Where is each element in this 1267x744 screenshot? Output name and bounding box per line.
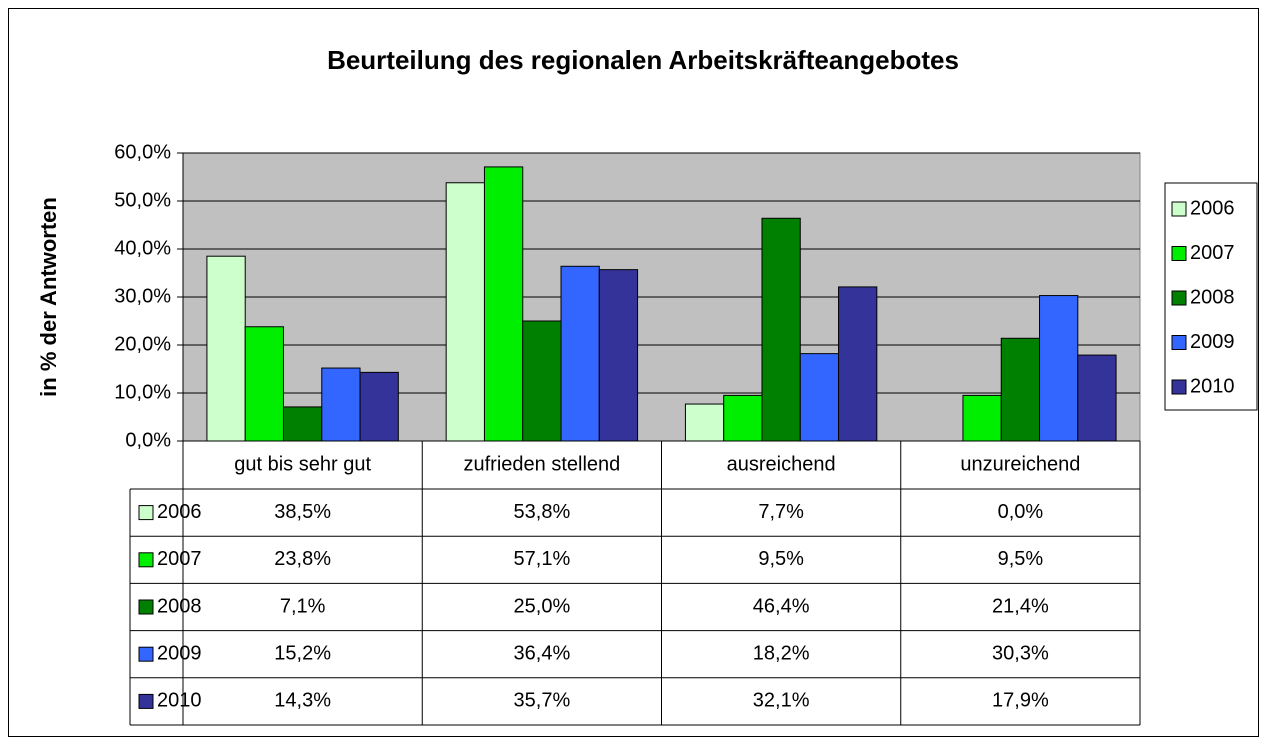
table-key (138, 693, 154, 709)
chart-title: Beurteilung des regionalen Arbeitskräfte… (327, 45, 959, 75)
y-tick-label: 50,0% (114, 189, 171, 211)
legend-label: 2008 (1190, 286, 1235, 308)
table-value: 7,1% (280, 595, 326, 617)
bar (684, 403, 725, 442)
x-tick-label: ausreichend (727, 453, 836, 475)
table-key (138, 505, 154, 521)
table-row-label: 2009 (157, 642, 202, 664)
legend-key (1171, 201, 1187, 217)
legend-key (1171, 290, 1187, 306)
bar (321, 367, 361, 442)
table-value: 35,7% (514, 690, 571, 712)
table-value: 9,5% (998, 548, 1044, 570)
x-tick-label: zufrieden stellend (463, 453, 620, 475)
table-row-label: 2010 (157, 690, 202, 712)
bar (282, 406, 323, 442)
bar (723, 394, 763, 442)
table-value: 38,5% (274, 501, 331, 523)
table-key (138, 646, 154, 662)
table-value: 0,0% (998, 501, 1044, 523)
x-tick-label: gut bis sehr gut (234, 453, 371, 475)
table-value: 15,2% (274, 642, 331, 664)
legend-key (1171, 335, 1187, 350)
bar (483, 166, 524, 442)
bar (838, 286, 878, 442)
bar (962, 394, 1002, 442)
y-tick-label: 30,0% (114, 285, 171, 307)
table-row-label: 2007 (157, 548, 202, 570)
table-value: 14,3% (274, 690, 331, 712)
table-value: 9,5% (758, 548, 804, 570)
table-value: 18,2% (753, 642, 810, 664)
bar (522, 320, 562, 442)
legend-key (1171, 246, 1187, 261)
table-value: 53,8% (514, 501, 571, 523)
table-value: 32,1% (753, 690, 810, 712)
bar (359, 371, 399, 442)
y-tick-label: 60,0% (114, 141, 171, 163)
bar (560, 265, 600, 442)
table-value: 57,1% (514, 548, 571, 570)
table-key (138, 599, 154, 615)
bar (244, 326, 284, 442)
table-value: 25,0% (514, 595, 571, 617)
table-key (138, 552, 154, 568)
table-value: 46,4% (753, 595, 810, 617)
y-axis-title: in % der Antworten (36, 197, 61, 397)
bar (1039, 295, 1079, 442)
y-tick-label: 20,0% (114, 333, 171, 355)
bar (1077, 354, 1117, 442)
bar (206, 255, 246, 442)
y-tick-label: 40,0% (114, 237, 171, 259)
table-value: 7,7% (758, 501, 804, 523)
bar (761, 217, 801, 442)
legend-label: 2009 (1190, 331, 1235, 353)
y-tick-label: 10,0% (114, 381, 171, 403)
legend-label: 2007 (1190, 242, 1235, 264)
table-row-label: 2008 (157, 595, 202, 617)
x-tick-label: unzureichend (960, 453, 1080, 475)
bar (1000, 337, 1041, 442)
table-value: 21,4% (992, 595, 1049, 617)
legend-label: 2006 (1190, 197, 1235, 219)
legend-label: 2010 (1190, 375, 1235, 397)
table-row-label: 2006 (157, 501, 202, 523)
y-tick-label: 0,0% (125, 429, 171, 451)
bar (598, 269, 639, 442)
table-value: 30,3% (992, 642, 1049, 664)
table-value: 17,9% (992, 690, 1049, 712)
bar (445, 182, 485, 442)
legend-key (1171, 379, 1187, 395)
bar (799, 353, 840, 442)
table-value: 36,4% (514, 642, 571, 664)
table-value: 23,8% (274, 548, 331, 570)
